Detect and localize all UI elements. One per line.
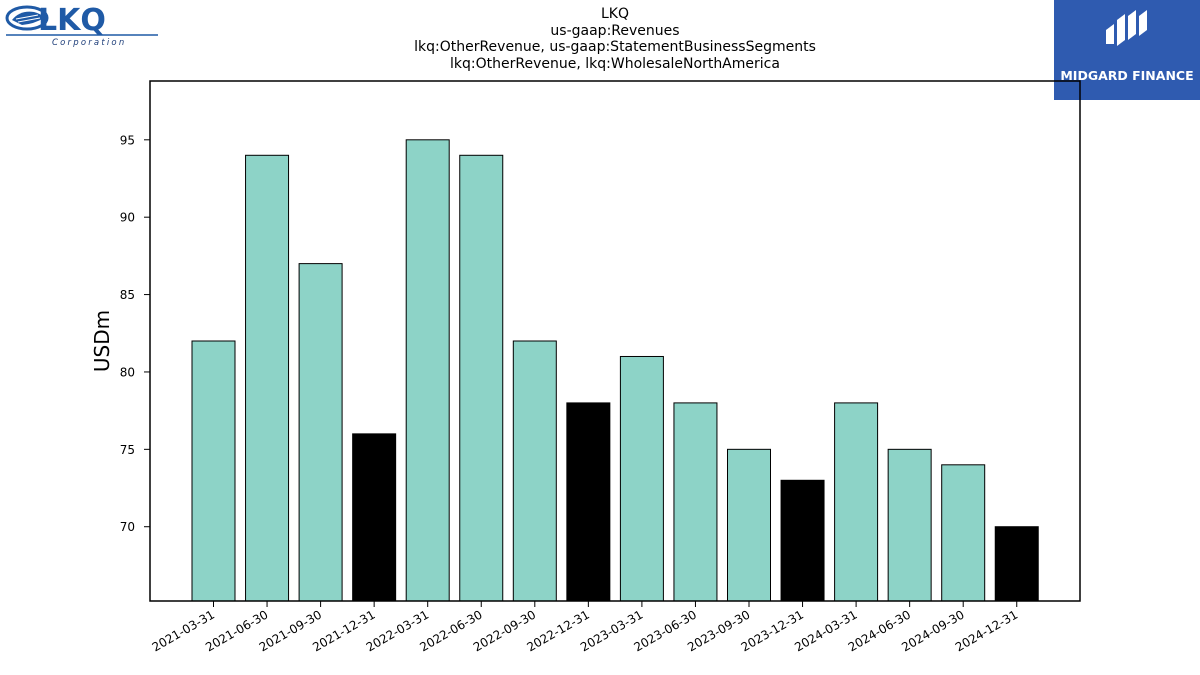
lkq-logo-graphic: LKQ Corporation (5, 3, 158, 48)
bar-2023-03-31 (619, 355, 664, 602)
y-tick-label: 75 (120, 443, 135, 457)
plot-frame (149, 80, 1081, 602)
y-axis-label: USDm (90, 310, 114, 372)
bar-2024-12-31 (994, 526, 1039, 602)
bar-2022-12-31 (566, 402, 611, 602)
lkq-logo: LKQ Corporation (4, 3, 160, 48)
bar-2021-03-31 (191, 340, 236, 602)
bar-2023-12-31 (780, 479, 825, 602)
chart-titles: LKQ us-gaap:Revenues lkq:OtherRevenue, u… (300, 6, 930, 72)
bar-2021-06-30 (245, 154, 290, 602)
lkq-logo-text: LKQ (38, 4, 106, 38)
midgard-finance-logo: MIDGARD FINANCE (1054, 0, 1200, 100)
y-tick-label: 90 (120, 211, 135, 225)
midgard-logo-mark (1106, 10, 1147, 46)
chart-subtitle-3: lkq:OtherRevenue, lkq:WholesaleNorthAmer… (450, 55, 780, 72)
y-tick-label: 95 (120, 133, 135, 147)
bar-2024-03-31 (834, 402, 879, 602)
bar-2022-06-30 (459, 154, 504, 602)
bar-2022-09-30 (512, 340, 557, 602)
bar-2023-09-30 (727, 448, 771, 602)
chart-title: LKQ (601, 6, 629, 22)
brand-logo-text: MIDGARD FINANCE (1060, 68, 1194, 83)
bar-2022-03-31 (405, 139, 450, 602)
chart-subtitle-2: lkq:OtherRevenue, us-gaap:StatementBusin… (414, 39, 816, 55)
y-tick-label: 80 (120, 365, 135, 379)
bars-group (191, 139, 1039, 602)
y-axis: 70 75 80 85 90 95 (120, 133, 150, 534)
y-tick-label: 70 (120, 520, 135, 534)
x-axis: 2021-03-312021-06-302021-09-302021-12-31… (150, 601, 1020, 654)
y-tick-label: 85 (120, 288, 135, 302)
chart-subtitle-1: us-gaap:Revenues (550, 22, 680, 39)
bar-2021-09-30 (298, 263, 343, 602)
lkq-logo-subtext: Corporation (52, 38, 126, 48)
bar-2021-12-31 (352, 433, 397, 602)
bar-2024-06-30 (887, 448, 932, 602)
bar-2023-06-30 (673, 402, 718, 602)
bar-2024-09-30 (941, 464, 986, 602)
